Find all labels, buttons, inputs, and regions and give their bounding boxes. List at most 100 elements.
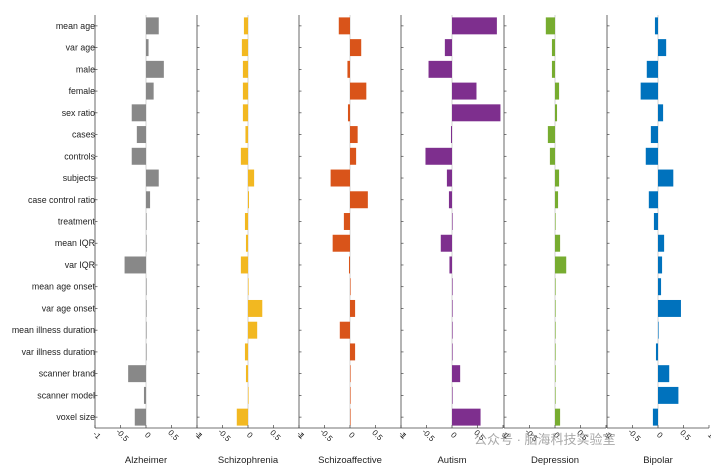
feature-label: mean IQR — [55, 238, 95, 248]
bar — [343, 213, 350, 230]
bar — [555, 408, 561, 426]
bar — [555, 365, 556, 383]
bar — [242, 104, 248, 122]
panel-bipolar: -1 -0.5 0 0.5 1 Bipolar — [603, 15, 711, 466]
bar — [452, 321, 453, 339]
bar — [350, 278, 351, 296]
x-tick-label: 0 — [552, 430, 562, 440]
feature-label: scanner model — [37, 390, 95, 400]
bar — [332, 234, 350, 252]
bar — [136, 126, 146, 144]
bar — [350, 365, 351, 383]
feature-labels: mean age var age male female sex ratio cases c… — [12, 21, 96, 422]
bar — [555, 321, 556, 339]
bar — [444, 39, 452, 57]
bar — [658, 256, 663, 274]
feature-label: female — [69, 86, 96, 96]
bar — [547, 126, 555, 144]
bar — [248, 191, 250, 209]
bar — [242, 60, 248, 78]
bar — [555, 343, 556, 361]
feature-label: treatment — [58, 217, 96, 227]
bar — [143, 386, 146, 404]
bar — [350, 126, 358, 144]
bar — [452, 104, 501, 122]
x-tick-label: -1 — [193, 430, 205, 442]
bar — [134, 408, 146, 426]
bar — [146, 39, 149, 57]
bar — [339, 321, 350, 339]
bar — [146, 213, 147, 230]
feature-label: subjects — [63, 173, 96, 183]
bar — [146, 321, 147, 339]
watermark-text: 公众号 · 脑海科技实验室 — [474, 432, 616, 447]
bar — [549, 147, 555, 165]
feature-label: case control ratio — [28, 195, 95, 205]
feature-label: mean age onset — [32, 282, 96, 292]
bar — [146, 343, 147, 361]
bar — [146, 234, 147, 252]
feature-label: mean illness duration — [12, 325, 95, 335]
bar — [240, 147, 248, 165]
bar — [241, 39, 248, 57]
bar — [244, 213, 248, 230]
x-tick-label: -1 — [397, 430, 409, 442]
panel-alzheimer: -1 -0.5 0 0.5 1 Alzheimer — [91, 15, 204, 466]
bar — [350, 39, 362, 57]
bar — [555, 256, 567, 274]
bar — [146, 191, 151, 209]
x-tick-label: -0.5 — [420, 427, 437, 444]
bar — [350, 299, 356, 317]
bar — [124, 256, 146, 274]
x-tick-label: -0.5 — [626, 427, 643, 444]
bar — [428, 60, 452, 78]
bar — [555, 213, 556, 230]
x-tick-label: 0.5 — [268, 428, 283, 443]
x-tick-label: 1 — [500, 430, 510, 440]
bar — [146, 60, 164, 78]
bar — [653, 213, 658, 230]
panel-title: Schizophrenia — [218, 455, 279, 466]
bar — [350, 82, 367, 100]
bar — [452, 343, 453, 361]
bar — [551, 39, 555, 57]
x-tick-label: 1 — [296, 430, 306, 440]
bar — [555, 82, 560, 100]
bar — [655, 343, 658, 361]
bar — [452, 299, 453, 317]
panel-title: Autism — [437, 455, 466, 466]
bar — [652, 408, 658, 426]
x-tick-label: 0 — [143, 430, 153, 440]
bar — [658, 169, 674, 187]
bar — [350, 386, 351, 404]
bar — [555, 104, 558, 122]
feature-label: mean age — [56, 21, 95, 31]
x-tick-label: 0.5 — [678, 428, 693, 443]
bar — [646, 60, 658, 78]
bar — [128, 365, 146, 383]
feature-label: var IQR — [65, 260, 95, 270]
bar — [640, 82, 658, 100]
bar — [248, 386, 249, 404]
bar — [347, 60, 350, 78]
bar — [449, 256, 452, 274]
bar — [658, 386, 679, 404]
bar — [452, 82, 477, 100]
bar — [555, 278, 556, 296]
x-tick-label: -1 — [500, 430, 512, 442]
feature-label: male — [76, 64, 95, 74]
x-tick-label: -1 — [91, 430, 103, 442]
bar — [658, 299, 681, 317]
bar — [131, 147, 146, 165]
bar — [551, 60, 555, 78]
x-tick-label: -0.5 — [114, 427, 131, 444]
bar — [146, 299, 147, 317]
bar — [658, 365, 670, 383]
feature-label: sex ratio — [62, 108, 95, 118]
bar — [245, 234, 248, 252]
x-tick-label: -1 — [603, 430, 615, 442]
bar — [452, 278, 453, 296]
chart-panels: -1 -0.5 0 0.5 1 Alzheimer -1 -0.5 0 0.5 1 Schizophr… — [91, 15, 711, 466]
bar — [242, 82, 248, 100]
